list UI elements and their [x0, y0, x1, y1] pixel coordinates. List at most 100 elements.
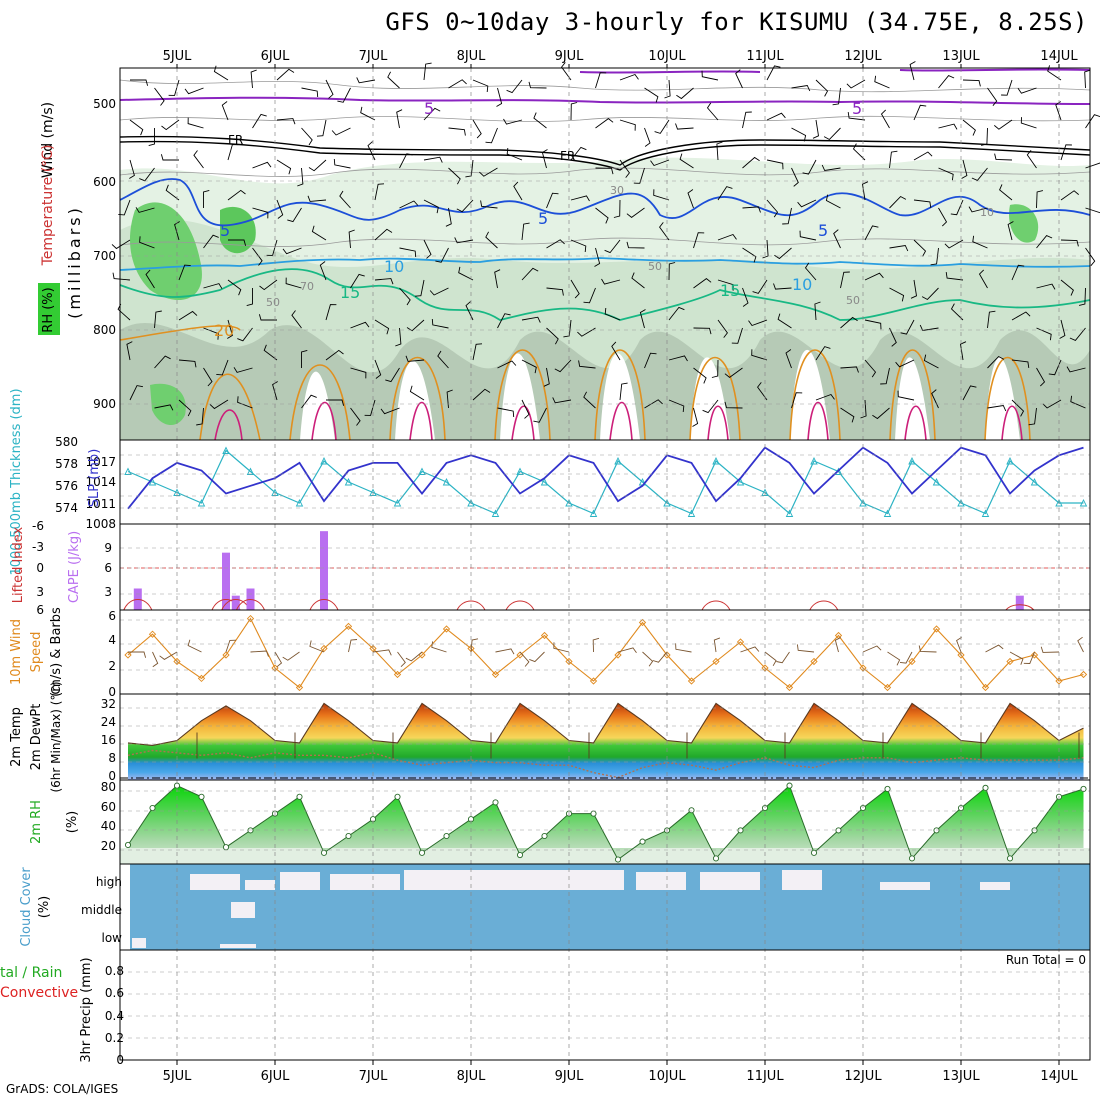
cape-bar	[320, 531, 328, 610]
ylabel-convective: Convective	[0, 985, 78, 1001]
rh-point	[320, 849, 328, 856]
ytick-label: 578	[55, 457, 78, 471]
ytick-label: 576	[55, 479, 78, 493]
ytick-label: 0.4	[105, 1009, 124, 1023]
wind-barb	[1009, 651, 1024, 665]
wind-barb	[971, 167, 988, 181]
wind-barb	[642, 651, 654, 667]
wind-barb	[619, 382, 628, 401]
thickness-point	[736, 477, 745, 486]
rh-line	[127, 784, 1084, 861]
wind-barb	[752, 279, 768, 294]
panel-frames	[119, 67, 1091, 1061]
rh-point	[198, 793, 205, 800]
thickness-point	[1006, 456, 1014, 465]
contour-label: 5	[538, 209, 548, 228]
wind-barb	[847, 112, 866, 121]
wind-barb	[864, 272, 884, 281]
wind-barb	[139, 236, 155, 249]
temp-contour-5	[119, 178, 1091, 227]
upper-yticks: 500 600 700 800 900	[93, 97, 116, 411]
wind-barb	[250, 650, 269, 657]
ytick-label: 6	[108, 609, 116, 623]
ytick-label: 6	[104, 561, 112, 575]
temp-contour-15	[119, 268, 1091, 321]
wind-barb	[717, 319, 728, 338]
wind-barb	[570, 146, 587, 161]
rh-point	[688, 807, 695, 814]
wind-barb	[889, 287, 905, 302]
lifted-index-bump	[505, 600, 535, 611]
wind-barb	[1066, 366, 1086, 373]
wind-barb	[543, 367, 550, 387]
wind-barb	[570, 102, 578, 121]
wind-barb	[228, 239, 247, 246]
wind-barb	[325, 79, 334, 99]
wind-barb	[1085, 247, 1096, 266]
wind-barb	[961, 159, 968, 179]
wind-barb	[485, 127, 498, 144]
wind-barb	[913, 104, 927, 121]
wind-barb	[644, 399, 663, 409]
thickness-yticks: 580 578 576 574 1017 1014 1011 1008	[55, 435, 116, 531]
wind-barb	[889, 327, 897, 347]
ytick-label: 16	[101, 733, 116, 747]
wind-barb	[880, 109, 890, 129]
wind-barb	[654, 119, 670, 134]
wind-barb	[766, 159, 784, 170]
wind-barb	[687, 189, 694, 209]
ytick-label: 700	[93, 249, 116, 263]
thickness-point	[124, 467, 132, 475]
wind-barb	[821, 164, 841, 171]
ylabel-speed: Speed	[29, 632, 44, 673]
wind-barb	[196, 407, 204, 426]
wind-barb	[203, 283, 223, 289]
wind-barb	[619, 73, 639, 81]
ylabel-minmax: (6hr Min/Max) (°C)	[49, 681, 63, 792]
rh-point	[247, 827, 254, 834]
contour-label: FR	[228, 133, 243, 147]
wind-barb	[203, 189, 210, 208]
wind-barb	[777, 313, 792, 329]
thickness-point	[1079, 498, 1088, 507]
wind-barb	[456, 199, 474, 213]
wind-barb	[653, 189, 670, 201]
wind-barb	[227, 144, 239, 161]
wind-barb	[252, 247, 263, 266]
thickness-point	[614, 456, 622, 465]
wind-barb	[962, 385, 977, 401]
wind-speed-point	[687, 677, 696, 685]
wind-barb	[595, 207, 609, 224]
ytick-label: 1014	[85, 475, 116, 489]
date-label: 11JUL	[746, 1069, 784, 1084]
ytick-label: 24	[101, 715, 116, 729]
wind-barb	[626, 207, 645, 218]
contour-label: 50	[266, 296, 280, 309]
wind-barb	[987, 405, 1007, 412]
wind-barb	[814, 301, 821, 321]
wind-barb	[448, 127, 466, 136]
wind-barb	[178, 359, 197, 368]
wind-barb	[594, 247, 601, 267]
cloud-low-gap	[132, 938, 146, 948]
thickness-point	[467, 498, 475, 507]
wind-barb	[209, 399, 229, 410]
date-label: 11JUL	[746, 49, 784, 64]
wind-barb	[782, 207, 792, 225]
wind-barb	[496, 87, 503, 107]
wind-barb	[237, 327, 253, 342]
wind-barb	[711, 359, 719, 378]
wind-barb	[675, 643, 692, 653]
wind-barb	[834, 637, 842, 653]
wind-barb	[126, 341, 133, 361]
wind-barb	[619, 159, 630, 178]
rh-point	[345, 832, 352, 840]
wind-barb	[931, 389, 939, 409]
dewpoint-line	[127, 749, 1084, 779]
wind-barb	[308, 159, 327, 172]
wind-barb	[405, 355, 425, 362]
wind-speed-point	[638, 618, 647, 627]
wind-barb	[815, 393, 835, 401]
ytick-label: -3	[32, 540, 44, 554]
wind-barb	[713, 637, 721, 653]
